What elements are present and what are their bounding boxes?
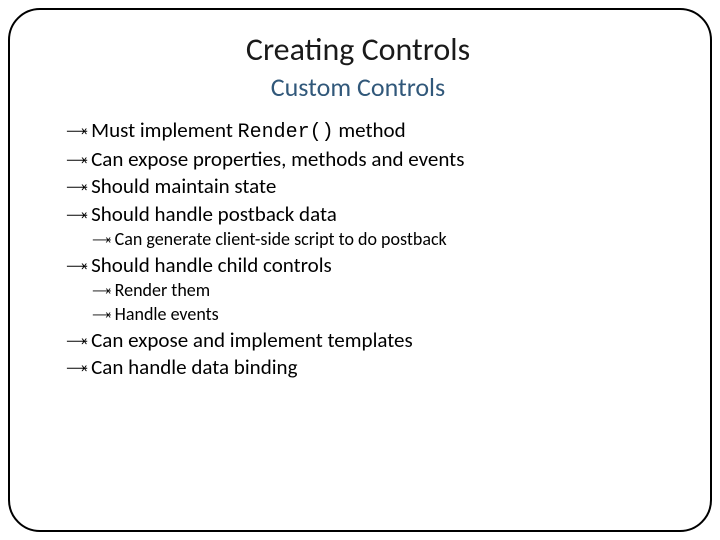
bullet-text: Render them <box>115 279 210 302</box>
slide-frame: Creating Controls Custom Controls Must i… <box>8 8 712 532</box>
bullet-text: Should handle postback data <box>91 201 337 228</box>
bullet-sub-item: Can generate client-side script to do po… <box>92 228 670 252</box>
bullet-text: Should handle child controls <box>91 252 332 279</box>
bullet-text: Should maintain state <box>91 173 276 200</box>
bullet-text: Can expose and implement templates <box>91 327 413 354</box>
bullet-sub-item: Handle events <box>92 303 670 327</box>
bullet-text-prefix: Must implement <box>91 117 238 143</box>
bullet-text: Can handle data binding <box>91 354 297 381</box>
slide-subtitle: Custom Controls <box>46 71 670 103</box>
bullet-sub-item: Render them <box>92 279 670 303</box>
bullet-item: Can handle data binding <box>66 354 670 381</box>
slide-title: Creating Controls <box>46 30 670 69</box>
bullet-text-code: Render() <box>238 121 334 144</box>
bullet-item: Can expose and implement templates <box>66 327 670 354</box>
bullet-text: Can generate client-side script to do po… <box>115 228 447 251</box>
bullet-text-suffix: method <box>334 117 406 143</box>
bullet-text: Handle events <box>115 303 219 326</box>
bullet-item: Must implement Render() method <box>66 117 670 146</box>
bullet-item: Should handle child controls <box>66 252 670 279</box>
bullet-text: Can expose properties, methods and event… <box>91 146 464 173</box>
bullet-item: Should handle postback data <box>66 201 670 228</box>
bullet-item: Should maintain state <box>66 173 670 200</box>
bullet-item: Can expose properties, methods and event… <box>66 146 670 173</box>
